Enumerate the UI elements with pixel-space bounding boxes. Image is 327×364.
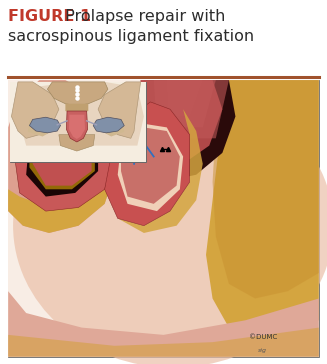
Polygon shape (137, 80, 235, 182)
Polygon shape (28, 120, 56, 136)
Polygon shape (69, 115, 85, 139)
Polygon shape (11, 82, 59, 138)
Polygon shape (66, 111, 88, 142)
Polygon shape (8, 80, 118, 233)
Polygon shape (29, 117, 60, 133)
Text: ©DUMC: ©DUMC (249, 335, 277, 340)
Polygon shape (8, 124, 118, 233)
Polygon shape (13, 98, 114, 211)
Polygon shape (121, 127, 180, 204)
Polygon shape (26, 116, 98, 197)
Polygon shape (18, 82, 144, 146)
Polygon shape (8, 291, 319, 357)
Text: sig: sig (258, 348, 267, 353)
Polygon shape (105, 102, 190, 226)
Polygon shape (213, 80, 319, 298)
Text: FIGURE 1: FIGURE 1 (8, 9, 91, 24)
Polygon shape (98, 82, 141, 138)
Text: sacrospinous ligament fixation: sacrospinous ligament fixation (8, 29, 254, 44)
Polygon shape (118, 109, 203, 233)
Polygon shape (65, 104, 88, 115)
Polygon shape (167, 80, 229, 138)
Polygon shape (10, 82, 146, 162)
Text: Prolapse repair with: Prolapse repair with (60, 9, 226, 24)
Polygon shape (47, 82, 108, 106)
Polygon shape (8, 80, 319, 357)
Polygon shape (141, 80, 203, 116)
FancyBboxPatch shape (8, 80, 319, 357)
Polygon shape (98, 120, 124, 136)
Polygon shape (29, 120, 95, 189)
FancyBboxPatch shape (10, 82, 146, 162)
Polygon shape (59, 135, 95, 151)
Polygon shape (118, 124, 183, 211)
Ellipse shape (13, 84, 327, 364)
Polygon shape (137, 80, 222, 164)
Polygon shape (33, 124, 92, 186)
Polygon shape (8, 328, 319, 357)
Polygon shape (93, 117, 124, 133)
Polygon shape (154, 80, 216, 127)
Polygon shape (206, 80, 319, 335)
